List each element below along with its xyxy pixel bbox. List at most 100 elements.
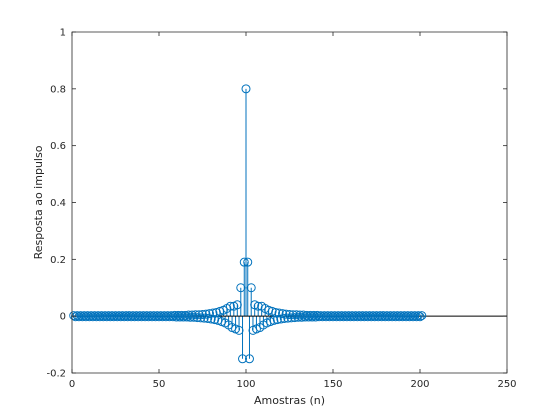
stem-marker	[147, 312, 157, 322]
stem-marker	[373, 312, 383, 322]
stem-marker	[151, 312, 161, 322]
stem-marker	[144, 312, 154, 322]
stem-marker	[352, 312, 362, 322]
stem-marker	[365, 311, 375, 321]
stem-marker	[154, 312, 164, 322]
stem-marker	[203, 313, 213, 323]
stem-marker	[265, 317, 275, 327]
stem-marker	[84, 312, 94, 322]
stem-marker	[274, 308, 284, 318]
stem-marker	[295, 310, 305, 320]
stem-marker	[413, 311, 423, 321]
stem-marker	[208, 308, 218, 318]
stem-marker	[111, 311, 120, 321]
stem-marker	[312, 310, 322, 320]
stem-marker	[392, 311, 402, 321]
stem-marker	[109, 312, 119, 322]
stem-marker	[135, 311, 145, 321]
stem-marker	[121, 311, 131, 321]
stem-marker	[333, 311, 343, 321]
stem-marker	[86, 311, 96, 321]
stem-marker	[69, 311, 79, 321]
stem-marker	[403, 311, 413, 321]
stem-marker	[95, 312, 105, 322]
y-axis-label: Resposta ao impulso	[32, 145, 45, 259]
stem-marker	[210, 315, 220, 325]
stem-marker	[189, 312, 199, 322]
stem-marker	[166, 311, 176, 321]
stem-marker	[417, 311, 427, 321]
stem-marker	[244, 354, 254, 364]
stem-marker	[102, 312, 112, 322]
stem-marker	[396, 311, 406, 321]
stem-marker	[337, 311, 347, 321]
stem-marker	[302, 310, 312, 320]
stem-marker	[340, 311, 350, 321]
stem-marker	[74, 312, 84, 322]
y-tick-label: -0.2	[46, 369, 66, 380]
stem-marker	[177, 310, 187, 320]
stem-marker	[370, 312, 380, 322]
stem-marker	[243, 257, 253, 267]
stem-marker	[241, 84, 251, 94]
stem-marker	[79, 311, 89, 321]
stem-marker	[236, 283, 246, 293]
stem-marker	[328, 312, 338, 322]
stem-marker	[138, 311, 148, 321]
stem-marker	[104, 311, 114, 321]
stem-marker	[298, 310, 308, 320]
stem-marker	[140, 312, 150, 322]
x-tick-label: 150	[323, 379, 342, 390]
stem-marker	[201, 309, 211, 319]
stem-marker	[234, 325, 244, 335]
stem-marker	[191, 310, 201, 320]
stem-marker	[133, 312, 143, 322]
stem-marker	[380, 312, 390, 322]
markers-layer	[69, 84, 427, 364]
stem-marker	[342, 312, 352, 322]
x-tick-label: 200	[410, 379, 429, 390]
stem-marker	[394, 312, 404, 322]
x-axis-ticks: 0 50 100 150 200 250	[69, 32, 517, 390]
stem-marker	[137, 312, 147, 322]
stem-marker	[91, 312, 101, 322]
stem-marker	[170, 310, 180, 320]
stem-marker	[382, 311, 392, 321]
stem-marker	[304, 312, 314, 322]
stem-marker	[321, 312, 331, 322]
stem-marker	[278, 309, 288, 319]
stem-marker	[175, 312, 185, 322]
stem-marker	[318, 312, 328, 322]
stem-marker	[410, 311, 420, 321]
stem-marker	[344, 311, 354, 321]
stem-marker	[72, 311, 82, 321]
stem-marker	[149, 311, 159, 321]
stem-marker	[90, 311, 100, 321]
stem-marker	[335, 312, 345, 322]
stem-marker	[184, 310, 194, 320]
stem-marker	[323, 311, 333, 321]
stem-marker	[157, 312, 167, 322]
x-tick-label: 250	[497, 379, 516, 390]
stem-marker	[401, 312, 411, 322]
stem-marker	[182, 312, 192, 322]
stem-marker	[161, 312, 171, 322]
stem-marker	[238, 354, 248, 364]
stem-marker	[100, 311, 110, 321]
stem-marker	[114, 311, 124, 321]
stem-marker	[159, 311, 169, 321]
stem-marker	[351, 311, 361, 321]
y-axis-ticks: -0.2 0 0.2 0.4 0.6 0.8 1	[46, 28, 507, 380]
stem-marker	[77, 312, 87, 322]
stem-marker	[314, 312, 324, 322]
stem-marker	[363, 312, 373, 322]
stem-marker	[391, 312, 401, 322]
stem-marker	[83, 311, 93, 321]
y-tick-label: 0.6	[50, 141, 66, 152]
stem-marker	[359, 312, 369, 322]
x-tick-label: 100	[236, 379, 255, 390]
y-tick-label: 1	[60, 28, 66, 39]
stem-marker	[372, 311, 381, 321]
y-tick-label: 0.2	[50, 255, 66, 266]
